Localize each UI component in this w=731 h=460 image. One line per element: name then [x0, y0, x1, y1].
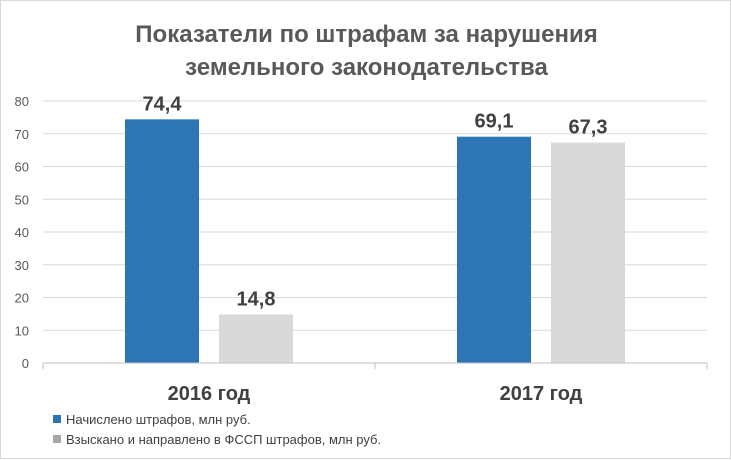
- bars: [125, 119, 625, 363]
- legend-label-accrued: Начислено штрафов, млн руб.: [66, 411, 251, 427]
- y-tick-label: 70: [15, 127, 29, 142]
- data-labels: 74,4 69,1 14,8 67,3: [143, 93, 608, 310]
- legend-label-collected: Взыскано и направлено в ФССП штрафов, мл…: [66, 431, 382, 447]
- legend-swatch-collected: [53, 435, 61, 443]
- y-tick-label: 50: [15, 192, 29, 207]
- legend-item-accrued: Начислено штрафов, млн руб.: [53, 410, 251, 428]
- y-tick-label: 80: [15, 94, 29, 109]
- x-axis-categories: 2016 год 2017 год: [168, 383, 583, 405]
- bar-collected-2: [551, 142, 625, 363]
- data-label-collected-2: 67,3: [569, 117, 608, 139]
- x-category-label: 2017 год: [500, 383, 583, 405]
- y-tick-label: 0: [22, 356, 29, 371]
- data-label-accrued-2: 69,1: [475, 111, 514, 133]
- y-axis-ticks: 0 10 20 30 40 50 60 70 80: [15, 94, 29, 371]
- legend-item-collected: Взыскано и направлено в ФССП штрафов, мл…: [53, 430, 381, 448]
- y-tick-label: 60: [15, 160, 29, 175]
- chart-title-line-1: Показатели по штрафам за нарушения: [135, 21, 598, 48]
- bar-collected-1: [219, 314, 293, 363]
- x-category-label: 2016 год: [168, 383, 251, 405]
- y-tick-label: 10: [15, 323, 29, 338]
- chart-title-line-2: земельного законодательства: [185, 54, 548, 81]
- y-tick-label: 20: [15, 291, 29, 306]
- bar-accrued-1: [125, 119, 199, 363]
- data-label-accrued-1: 74,4: [143, 93, 183, 115]
- legend-swatch-accrued: [53, 415, 61, 423]
- bar-accrued-2: [457, 136, 531, 363]
- y-tick-label: 30: [15, 258, 29, 273]
- data-label-collected-1: 14,8: [237, 289, 276, 311]
- x-axis: [42, 362, 708, 369]
- y-tick-label: 40: [15, 225, 29, 240]
